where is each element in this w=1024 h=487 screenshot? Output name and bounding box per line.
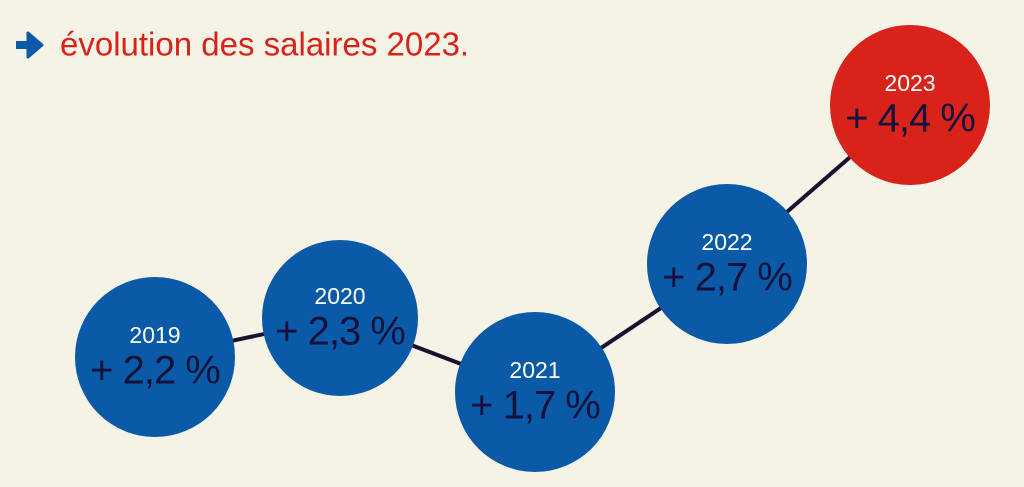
node: 2019+ 2,2 % [75, 277, 235, 437]
node-value: + 2,7 % [662, 256, 792, 300]
node-year: 2023 [884, 70, 935, 96]
node-year: 2019 [129, 322, 180, 348]
arrow-icon [16, 31, 44, 59]
node-value: + 2,2 % [90, 349, 220, 393]
node-circle [75, 277, 235, 437]
node-value: + 2,3 % [275, 310, 405, 354]
node-year: 2021 [509, 357, 560, 383]
title: évolution des salaires 2023. [60, 26, 469, 63]
node-circle [830, 25, 990, 185]
node: 2023+ 4,4 % [830, 25, 990, 185]
node-value: + 1,7 % [470, 384, 600, 428]
node-year: 2022 [701, 229, 752, 255]
node: 2020+ 2,3 % [262, 240, 418, 396]
node-circle [262, 240, 418, 396]
nodes: 2019+ 2,2 %2020+ 2,3 %2021+ 1,7 %2022+ 2… [75, 25, 990, 472]
node: 2021+ 1,7 % [455, 312, 615, 472]
node-circle [455, 312, 615, 472]
node-value: + 4,4 % [845, 97, 975, 141]
node-year: 2020 [314, 283, 365, 309]
node: 2022+ 2,7 % [647, 184, 807, 344]
node-circle [647, 184, 807, 344]
